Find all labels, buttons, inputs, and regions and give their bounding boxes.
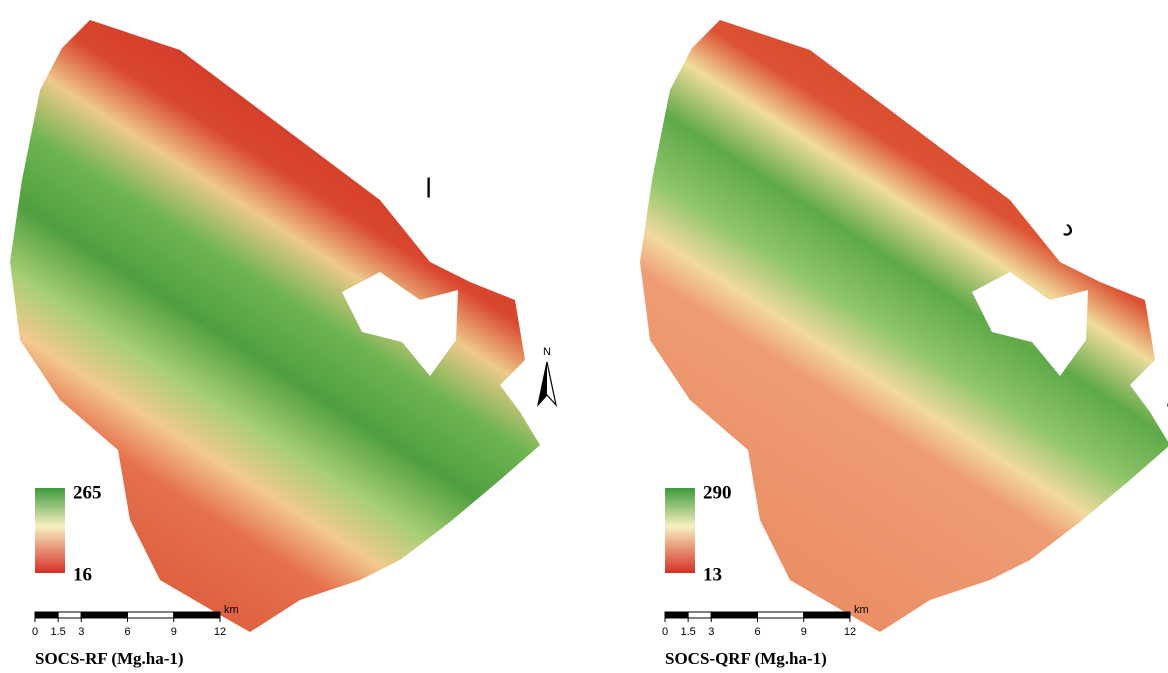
scale-label: 12	[214, 626, 226, 638]
scale-segment	[58, 612, 81, 618]
scale-label: 9	[171, 626, 177, 638]
scale-segment	[81, 612, 127, 618]
figure: ا N 265 16 0 1.5 3 6 9 12 km SOCS-RF (Mg.ha-1) د N 290…	[0, 0, 1168, 673]
scale-segment	[804, 612, 850, 618]
legend-max: 290	[703, 482, 732, 503]
scale-label: 6	[124, 626, 130, 638]
scale-label: 3	[708, 626, 714, 638]
map-panel: ا N 265 16 0 1.5 3 6 9 12 km SOCS-RF (Mg.ha-1)	[10, 20, 556, 668]
scale-label: 3	[78, 626, 84, 638]
legend-ramp	[665, 488, 695, 573]
legend-min: 13	[703, 564, 722, 585]
scale-label: 12	[844, 626, 856, 638]
scale-label: 0	[662, 626, 668, 638]
scale-segment	[711, 612, 757, 618]
scale-unit: km	[224, 604, 239, 616]
north-label: N	[543, 346, 551, 358]
scale-label: 9	[801, 626, 807, 638]
study-area	[10, 20, 540, 632]
scale-segment	[688, 612, 711, 618]
scale-unit: km	[854, 604, 869, 616]
scale-segment	[174, 612, 220, 618]
panel-label: ا	[425, 175, 432, 205]
page: {"panels": [ {"label": "ا", "north": "N"…	[0, 0, 1168, 673]
legend-ramp	[35, 488, 65, 573]
scale-segment	[128, 612, 174, 618]
scale-segment	[758, 612, 804, 618]
scale-segment	[35, 612, 58, 618]
scale-label: 6	[754, 626, 760, 638]
caption: SOCS-QRF (Mg.ha-1)	[665, 649, 827, 668]
legend-max: 265	[73, 482, 102, 503]
scale-segment	[665, 612, 688, 618]
scale-label: 1.5	[680, 626, 695, 638]
panel-label: د	[1062, 213, 1074, 243]
legend-min: 16	[73, 564, 92, 585]
scale-label: 0	[32, 626, 38, 638]
caption: SOCS-RF (Mg.ha-1)	[35, 649, 184, 668]
study-area	[640, 20, 1168, 632]
scale-label: 1.5	[50, 626, 65, 638]
